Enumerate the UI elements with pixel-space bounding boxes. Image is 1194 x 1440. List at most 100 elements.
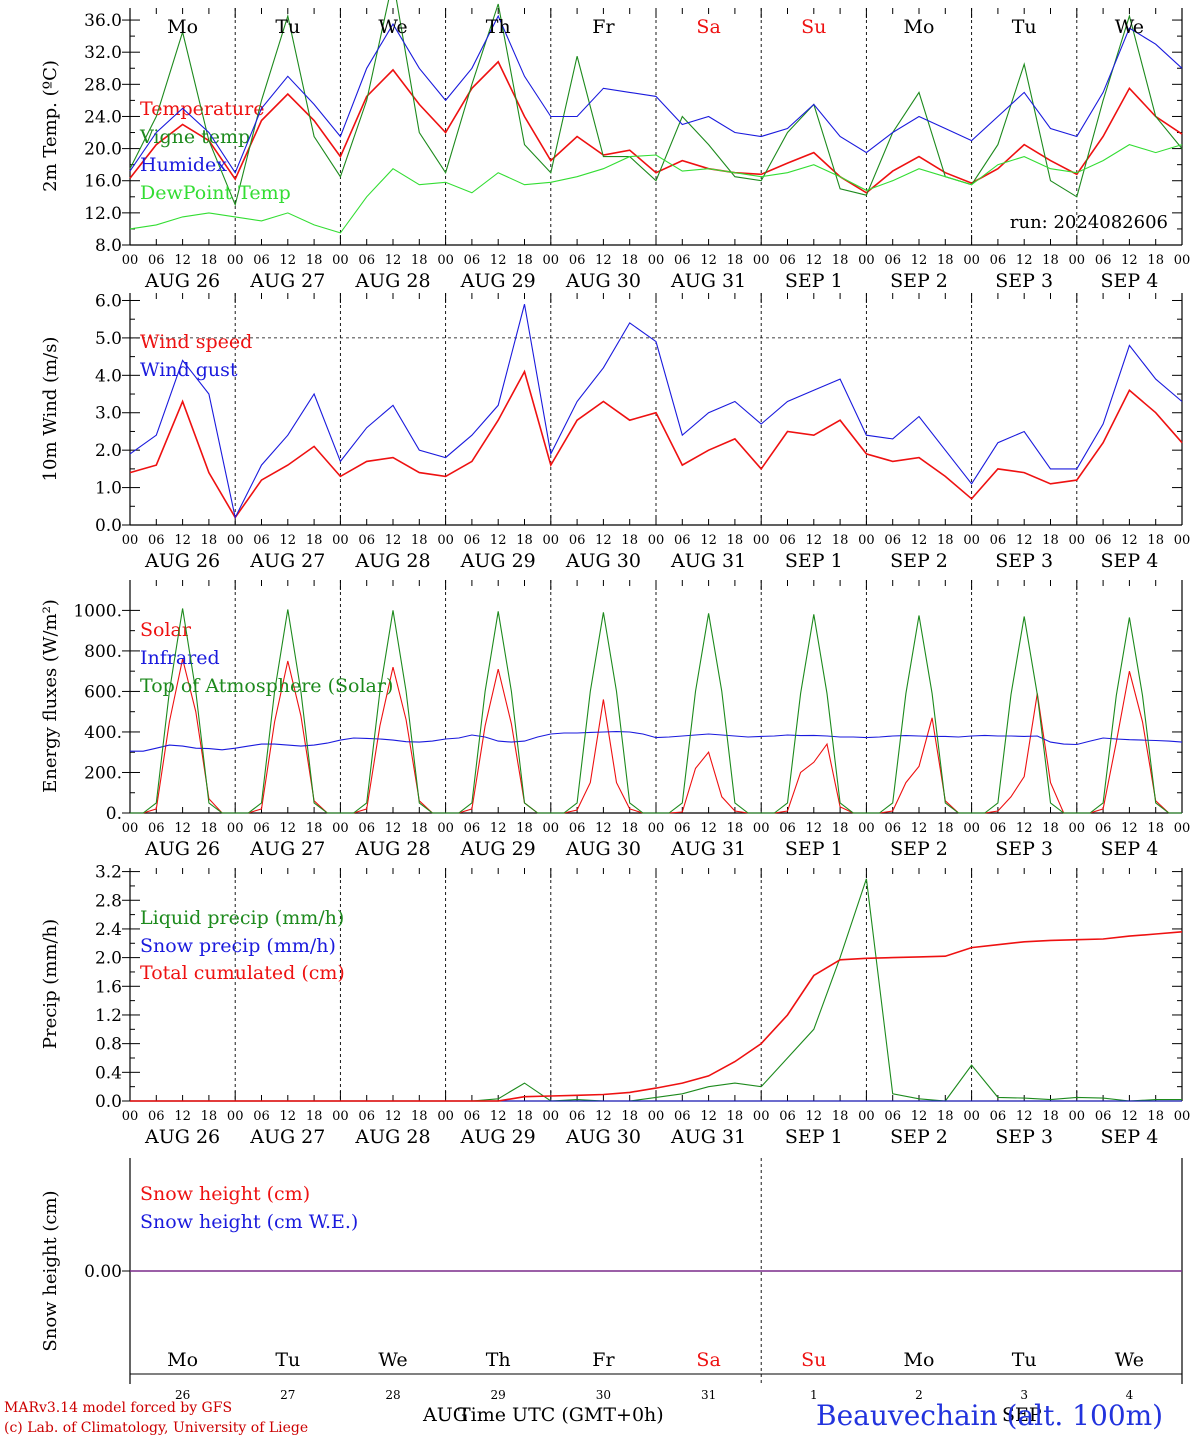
weekday-label: Tu [275, 1349, 300, 1371]
y-tick-label: 0.0 [95, 516, 122, 536]
x-tick-label: 06 [358, 821, 375, 836]
month-left-label: AUG [423, 1404, 468, 1426]
date-label: SEP 3 [995, 270, 1053, 292]
x-tick-label: 06 [990, 253, 1007, 268]
x-tick-label: 06 [569, 821, 586, 836]
x-tick-label: 00 [858, 1109, 875, 1124]
x-tick-label: 12 [1016, 253, 1033, 268]
x-tick-label: 18 [727, 821, 744, 836]
date-label: SEP 2 [890, 550, 948, 572]
x-tick-label: 00 [1069, 821, 1086, 836]
series-line-infrared [130, 731, 1183, 752]
x-tick-label: 00 [437, 1109, 454, 1124]
day-number-label: 27 [280, 1388, 295, 1402]
x-tick-label: 12 [490, 533, 507, 548]
x-tick-label: 12 [1016, 533, 1033, 548]
series-line-wind-gust [129, 304, 1183, 520]
legend-solar: Solar [140, 619, 192, 641]
day-number-label: 1 [810, 1388, 818, 1402]
x-tick-label: 06 [674, 821, 691, 836]
x-tick-label: 06 [1095, 533, 1112, 548]
x-tick-label: 06 [884, 533, 901, 548]
x-tick-label: 18 [1042, 253, 1059, 268]
x-tick-label: 00 [858, 821, 875, 836]
x-tick-label: 12 [490, 821, 507, 836]
y-tick-label: 0.00 [84, 1262, 122, 1282]
date-label: SEP 4 [1100, 838, 1158, 860]
y-tick-label: 0. [106, 804, 122, 824]
x-tick-label: 12 [174, 1109, 191, 1124]
weekday-label: Mo [904, 16, 935, 38]
legend-snow-height-cm-: Snow height (cm) [140, 1183, 310, 1205]
x-tick-label: 18 [937, 253, 954, 268]
x-tick-label: 00 [227, 533, 244, 548]
x-tick-label: 18 [1147, 821, 1164, 836]
x-tick-label: 06 [253, 533, 270, 548]
x-tick-label: 06 [148, 533, 165, 548]
day-number-label: 31 [701, 1388, 716, 1402]
y-tick-label: 2.0 [95, 949, 122, 969]
run-label: run: 2024082606 [1010, 212, 1168, 233]
weekday-label: Sa [696, 16, 720, 38]
x-tick-label: 12 [1121, 253, 1138, 268]
date-label: AUG 30 [565, 550, 641, 572]
x-tick-label: 00 [753, 533, 770, 548]
x-tick-label: 12 [174, 253, 191, 268]
x-tick-label: 12 [595, 1109, 612, 1124]
date-label: AUG 28 [354, 838, 430, 860]
x-tick-label: 00 [648, 821, 665, 836]
x-tick-label: 06 [779, 533, 796, 548]
x-tick-label: 00 [543, 821, 560, 836]
x-tick-label: 00 [332, 253, 349, 268]
x-tick-label: 18 [411, 1109, 428, 1124]
x-tick-label: 12 [806, 821, 823, 836]
x-tick-label: 18 [832, 253, 849, 268]
legend-humidex: Humidex [140, 154, 227, 176]
x-tick-label: 18 [1147, 533, 1164, 548]
x-tick-label: 12 [280, 1109, 297, 1124]
x-tick-label: 12 [174, 821, 191, 836]
date-label: SEP 2 [890, 838, 948, 860]
x-tick-label: 00 [227, 1109, 244, 1124]
x-tick-label: 06 [569, 253, 586, 268]
x-tick-label: 00 [858, 253, 875, 268]
y-tick-label: 20.0 [84, 140, 122, 160]
day-number-label: 30 [596, 1388, 611, 1402]
legend-vigne-temp: Vigne temp [139, 126, 250, 148]
date-label: AUG 29 [460, 838, 536, 860]
series-line-total-cumulated-cm- [130, 931, 1183, 1102]
x-tick-label: 18 [621, 821, 638, 836]
date-label: AUG 26 [144, 1126, 220, 1148]
weekday-label: We [378, 1349, 407, 1371]
day-number-label: 29 [491, 1388, 506, 1402]
x-tick-label: 18 [411, 821, 428, 836]
y-axis-title: Energy fluxes (W/m²) [40, 599, 61, 793]
x-tick-label: 06 [674, 253, 691, 268]
x-tick-label: 12 [490, 253, 507, 268]
x-tick-label: 06 [990, 1109, 1007, 1124]
y-tick-label: 2.4 [95, 920, 122, 940]
x-tick-label: 18 [516, 1109, 533, 1124]
x-tick-label: 00 [753, 253, 770, 268]
energy-flux-panel: 00 06 12 18 00 06 12 18 00 06 12 18 00 06 12 18 00 06 12 18… [40, 580, 1190, 860]
x-tick-label: 18 [832, 1109, 849, 1124]
y-axis-title: 10m Wind (m/s) [40, 337, 61, 482]
x-tick-label: 00 [122, 1109, 139, 1124]
time-axis-title: Time UTC (GMT+0h) [458, 1404, 664, 1426]
x-tick-label: 12 [385, 821, 402, 836]
y-tick-label: 4.0 [95, 366, 122, 386]
x-tick-label: 12 [806, 533, 823, 548]
x-tick-label: 12 [280, 253, 297, 268]
x-tick-label: 12 [595, 253, 612, 268]
x-tick-label: 18 [411, 533, 428, 548]
weekday-label: Fr [592, 1349, 615, 1371]
date-label: AUG 29 [460, 270, 536, 292]
date-label: SEP 3 [995, 1126, 1053, 1148]
x-tick-label: 06 [253, 821, 270, 836]
x-tick-label: 18 [1042, 821, 1059, 836]
y-tick-label: 0.8 [95, 1035, 122, 1055]
y-tick-label: 5.0 [95, 329, 122, 349]
date-label: AUG 28 [354, 550, 430, 572]
y-tick-label: 6.0 [95, 291, 122, 311]
x-tick-label: 12 [700, 1109, 717, 1124]
